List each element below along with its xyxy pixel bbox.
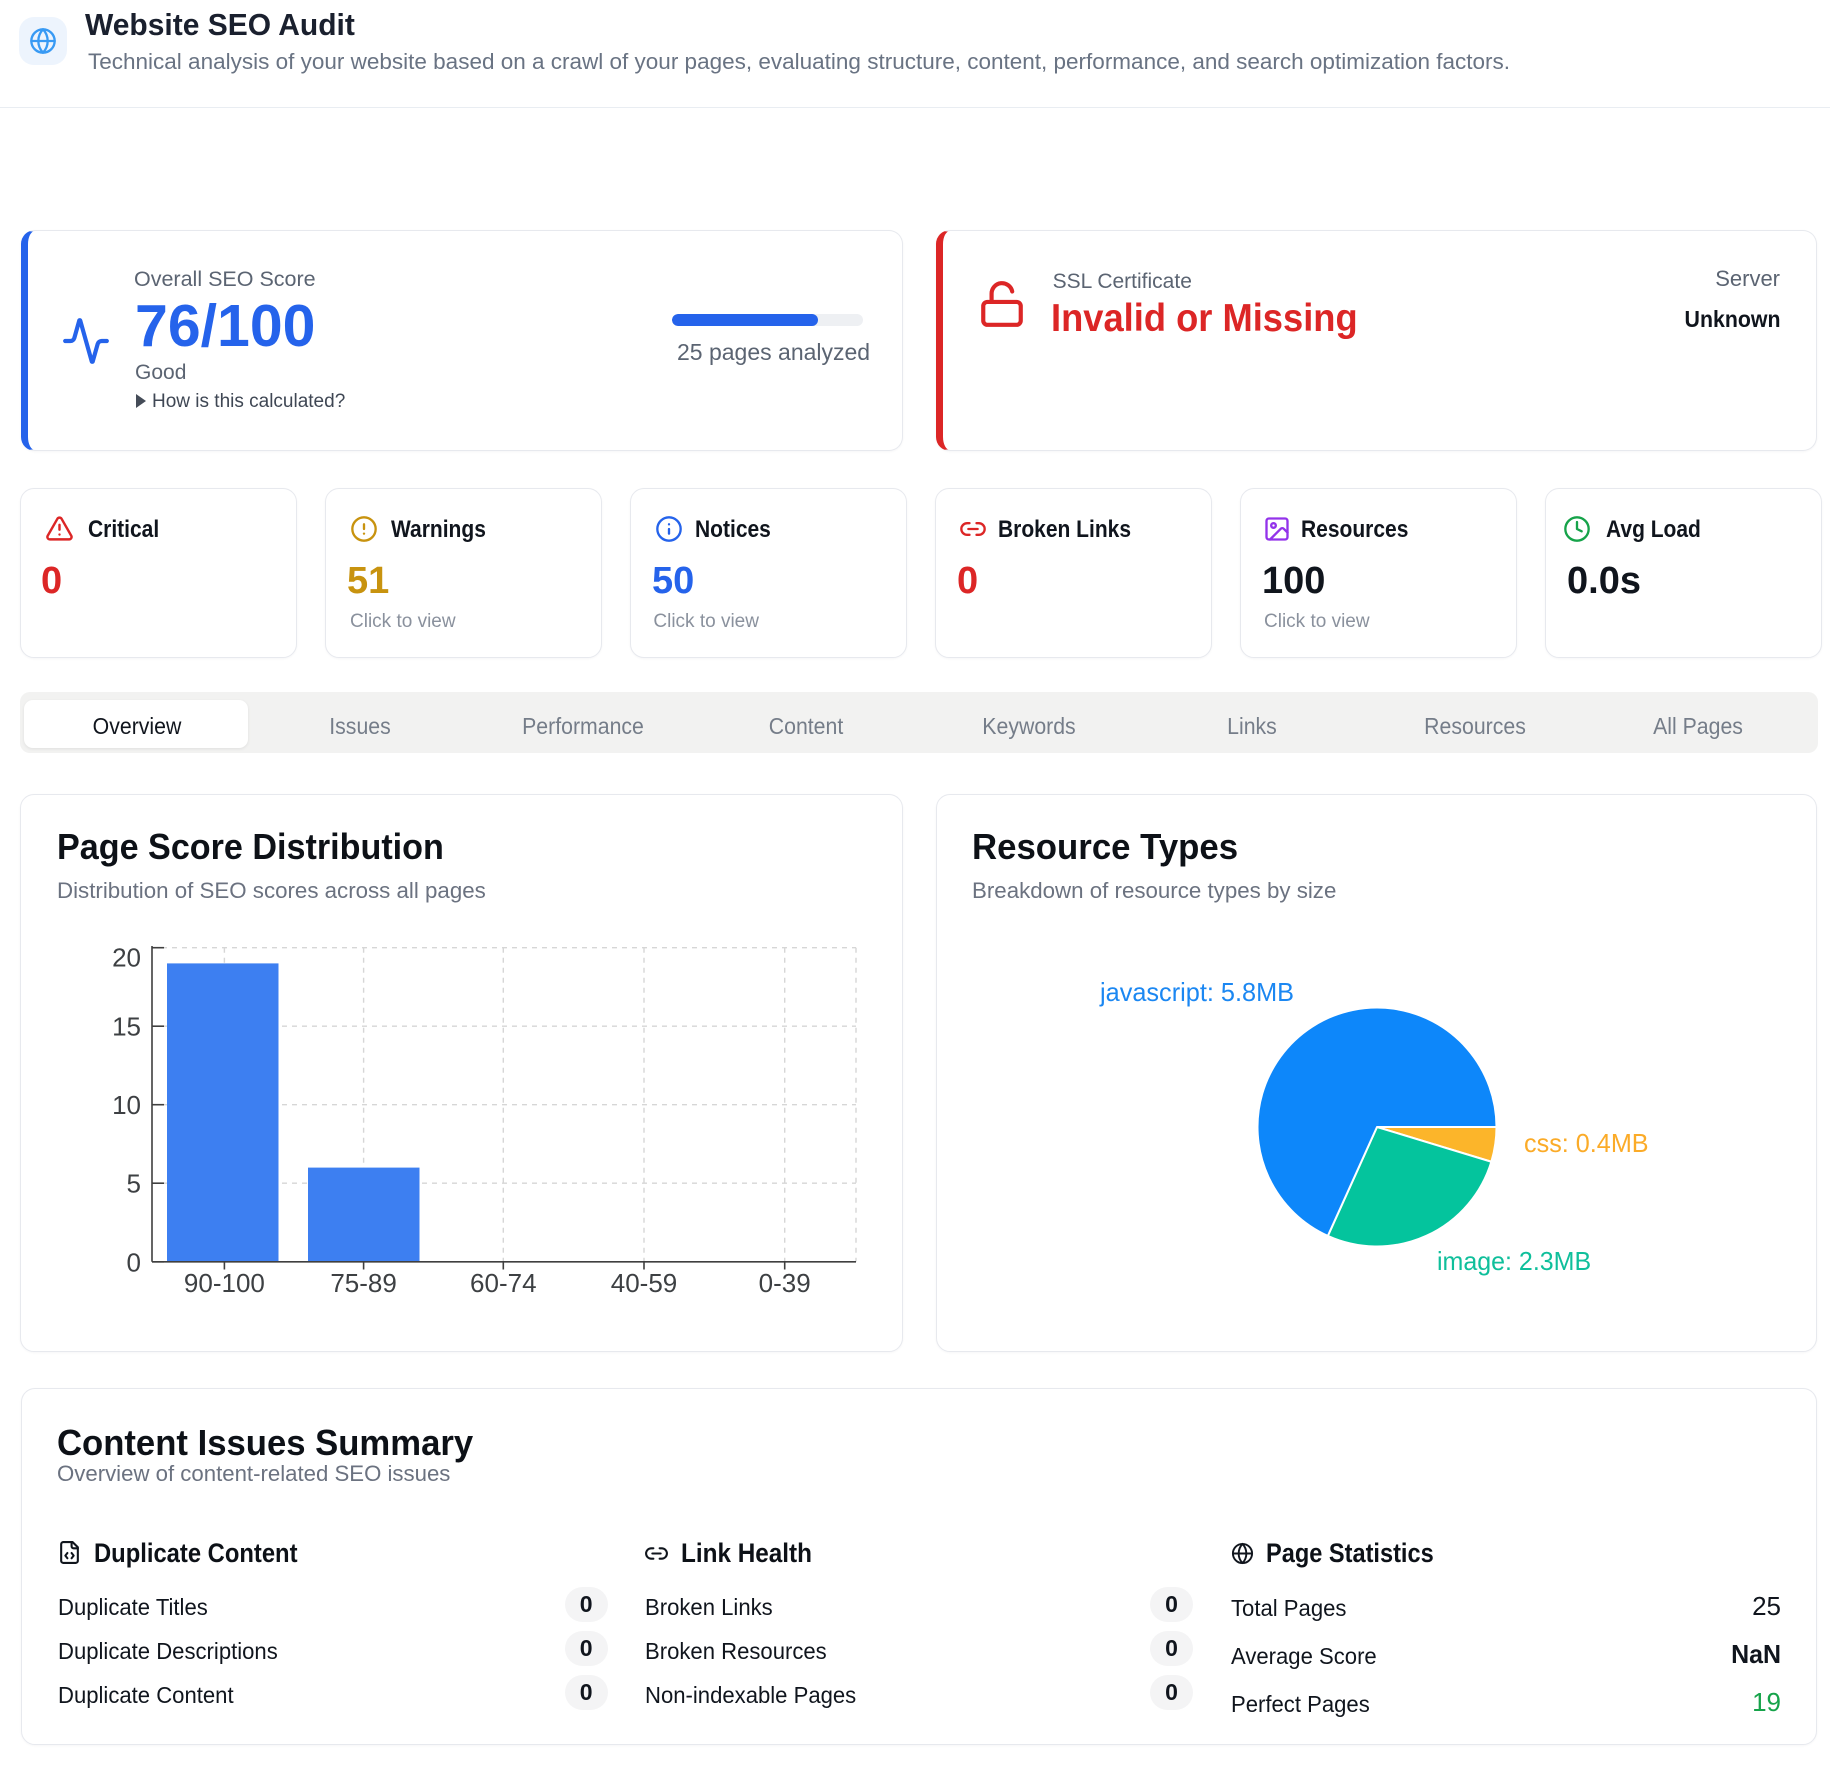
- svg-text:10: 10: [112, 1090, 141, 1120]
- svg-text:0-39: 0-39: [759, 1268, 811, 1298]
- svg-text:90-100: 90-100: [184, 1268, 265, 1298]
- svg-text:20: 20: [112, 943, 141, 973]
- svg-text:15: 15: [112, 1012, 141, 1042]
- svg-text:75-89: 75-89: [330, 1268, 397, 1298]
- svg-text:0: 0: [127, 1247, 141, 1277]
- svg-text:40-59: 40-59: [611, 1268, 678, 1298]
- svg-text:60-74: 60-74: [470, 1268, 537, 1298]
- svg-text:5: 5: [127, 1169, 141, 1199]
